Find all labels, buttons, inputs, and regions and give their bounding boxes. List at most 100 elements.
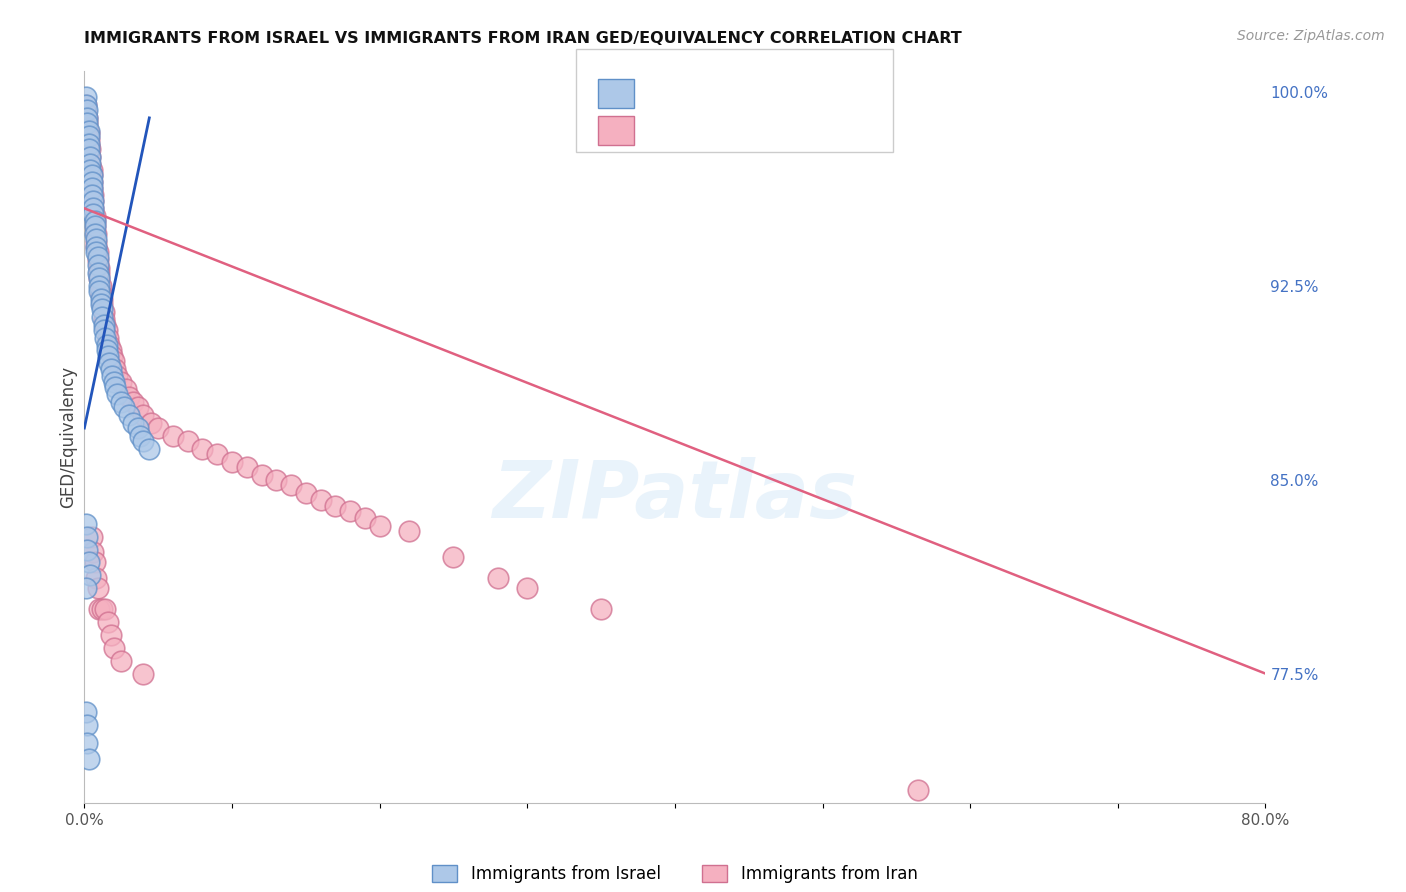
Point xyxy=(339,504,361,518)
Point xyxy=(114,382,136,396)
Point xyxy=(250,467,273,482)
Point xyxy=(112,401,135,415)
Point xyxy=(90,278,112,293)
Point xyxy=(89,602,111,616)
Point xyxy=(368,519,391,533)
Point xyxy=(264,473,288,487)
Point xyxy=(79,157,101,171)
Point xyxy=(100,361,122,376)
Point xyxy=(76,116,98,130)
Point xyxy=(89,284,111,298)
Point xyxy=(104,361,127,376)
Point xyxy=(84,240,107,254)
Point xyxy=(97,615,120,629)
Point xyxy=(80,188,103,202)
Point xyxy=(100,628,122,642)
Point xyxy=(132,408,155,422)
Point xyxy=(105,369,128,384)
Point xyxy=(90,286,112,301)
Point xyxy=(80,180,103,194)
Point xyxy=(486,571,509,585)
Point xyxy=(105,387,128,401)
Point xyxy=(82,545,104,559)
Text: R =  0.303   N = 65: R = 0.303 N = 65 xyxy=(643,84,832,102)
Point xyxy=(83,227,105,242)
Point xyxy=(75,516,97,531)
Point xyxy=(907,783,929,797)
Point xyxy=(96,338,118,352)
Point xyxy=(83,214,105,228)
Point xyxy=(309,493,332,508)
Point xyxy=(84,235,107,249)
Point xyxy=(75,90,97,104)
Point xyxy=(118,390,141,404)
Point xyxy=(79,150,101,164)
Point xyxy=(93,318,115,332)
Point xyxy=(82,194,104,208)
Point xyxy=(80,180,103,194)
Point xyxy=(221,455,243,469)
Point xyxy=(82,206,104,220)
Point xyxy=(86,266,108,280)
Point xyxy=(280,478,302,492)
Point xyxy=(91,310,114,324)
Point xyxy=(80,168,103,182)
Point xyxy=(96,323,118,337)
Point xyxy=(80,176,103,190)
Point xyxy=(83,214,105,228)
Point xyxy=(103,375,125,389)
Point xyxy=(79,162,101,177)
Legend: Immigrants from Israel, Immigrants from Iran: Immigrants from Israel, Immigrants from … xyxy=(426,858,924,889)
Point xyxy=(86,251,108,265)
Point xyxy=(76,121,98,136)
Point xyxy=(91,302,114,317)
Point xyxy=(129,429,152,443)
Point xyxy=(77,142,100,156)
Point xyxy=(83,209,105,223)
Text: Source: ZipAtlas.com: Source: ZipAtlas.com xyxy=(1237,29,1385,43)
Point xyxy=(236,459,259,474)
Point xyxy=(75,105,97,120)
Point xyxy=(398,524,420,539)
Point xyxy=(80,176,103,190)
Point xyxy=(97,349,120,363)
Point xyxy=(162,429,184,443)
Point xyxy=(77,124,100,138)
Point xyxy=(75,582,97,596)
Point xyxy=(91,602,114,616)
Point xyxy=(84,240,107,254)
Point xyxy=(89,260,111,275)
Point xyxy=(93,304,115,318)
Point xyxy=(118,408,141,422)
Point xyxy=(103,640,125,655)
Point xyxy=(100,343,122,358)
Point xyxy=(80,168,103,182)
Point xyxy=(79,568,101,582)
Point xyxy=(516,582,538,596)
Point xyxy=(86,253,108,268)
Point xyxy=(94,330,117,344)
Text: R = -0.367   N = 86: R = -0.367 N = 86 xyxy=(643,121,832,139)
Point xyxy=(93,323,115,337)
Point xyxy=(441,550,464,565)
Point xyxy=(76,718,98,732)
Point xyxy=(127,401,149,415)
Point xyxy=(127,421,149,435)
Point xyxy=(122,416,145,430)
Point xyxy=(295,485,318,500)
Point xyxy=(96,343,118,358)
Point xyxy=(98,356,121,370)
Point xyxy=(91,297,114,311)
Point xyxy=(86,245,108,260)
Point xyxy=(101,349,124,363)
Point xyxy=(76,530,98,544)
Point xyxy=(110,375,132,389)
Point xyxy=(354,511,377,525)
Point xyxy=(77,131,100,145)
Point xyxy=(77,556,100,570)
Point xyxy=(104,379,127,393)
Point xyxy=(76,111,98,125)
Point xyxy=(139,416,162,430)
Point xyxy=(591,602,613,616)
Point xyxy=(80,530,103,544)
